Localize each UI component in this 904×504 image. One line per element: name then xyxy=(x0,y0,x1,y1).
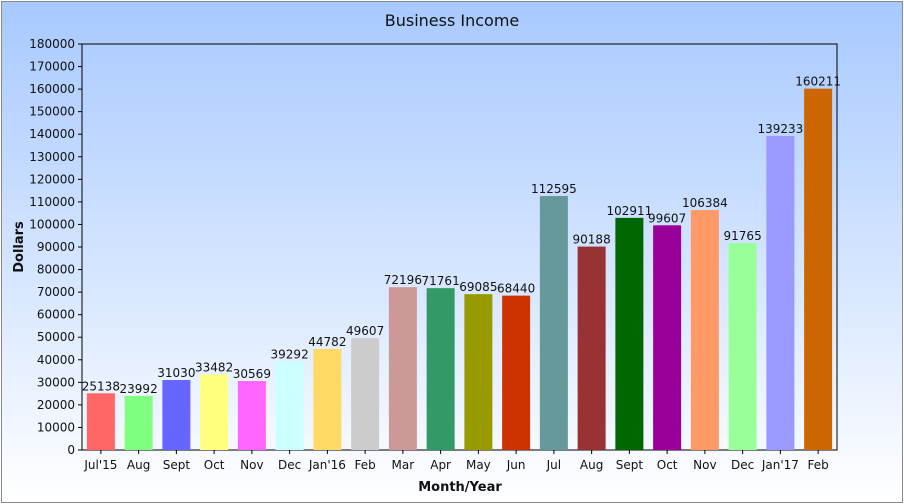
y-tick-label: 130000 xyxy=(29,150,75,164)
plot-area xyxy=(81,43,838,451)
bar xyxy=(464,294,493,450)
y-tick-label: 110000 xyxy=(29,195,75,209)
bar xyxy=(275,361,304,450)
x-tick-label: Dec xyxy=(731,458,754,472)
bar xyxy=(162,380,191,450)
x-tick-label: Jan'17 xyxy=(761,458,799,472)
data-label: 71761 xyxy=(422,274,460,288)
bar xyxy=(804,88,833,450)
y-tick-label: 10000 xyxy=(37,420,75,434)
bar xyxy=(766,135,795,450)
x-tick-label: Feb xyxy=(355,458,376,472)
data-label: 68440 xyxy=(497,282,535,296)
data-label: 39292 xyxy=(271,347,309,361)
data-label: 99607 xyxy=(648,211,686,225)
chart-title: Business Income xyxy=(385,11,520,30)
y-tick-label: 140000 xyxy=(29,127,75,141)
y-axis-label: Dollars xyxy=(12,221,27,273)
y-tick-label: 170000 xyxy=(29,60,75,74)
y-tick-label: 60000 xyxy=(37,308,75,322)
x-tick-label: May xyxy=(466,458,491,472)
x-tick-label: Aug xyxy=(580,458,603,472)
y-tick-label: 180000 xyxy=(29,37,75,51)
y-tick-label: 150000 xyxy=(29,105,75,119)
x-tick-label: Jun xyxy=(506,458,526,472)
x-tick-label: Sept xyxy=(616,458,644,472)
data-label: 25138 xyxy=(82,379,120,393)
data-label: 72196 xyxy=(384,273,422,287)
bar xyxy=(615,217,644,450)
bar xyxy=(124,395,153,450)
x-axis-label: Month/Year xyxy=(418,480,502,495)
data-label: 30569 xyxy=(233,367,271,381)
y-tick-label: 160000 xyxy=(29,82,75,96)
bar xyxy=(86,393,115,450)
y-tick-label: 70000 xyxy=(37,285,75,299)
x-tick-label: Apr xyxy=(430,458,451,472)
data-label: 33482 xyxy=(195,360,233,374)
y-tick-label: 0 xyxy=(67,443,75,457)
x-tick-label: Mar xyxy=(392,458,415,472)
data-label: 49607 xyxy=(346,324,384,338)
x-tick-label: Aug xyxy=(127,458,150,472)
y-tick-label: 90000 xyxy=(37,240,75,254)
data-label: 139233 xyxy=(757,122,803,136)
bar xyxy=(728,243,757,450)
data-label: 91765 xyxy=(724,229,762,243)
data-label: 23992 xyxy=(120,382,158,396)
y-tick-label: 120000 xyxy=(29,172,75,186)
data-label: 90188 xyxy=(573,233,611,247)
y-tick-label: 80000 xyxy=(37,263,75,277)
data-label: 160211 xyxy=(795,75,841,89)
x-tick-label: Nov xyxy=(693,458,716,472)
data-label: 31030 xyxy=(157,366,195,380)
x-tick-label: Oct xyxy=(657,458,678,472)
x-tick-label: Dec xyxy=(278,458,301,472)
data-label: 69085 xyxy=(459,280,497,294)
y-tick-label: 30000 xyxy=(37,375,75,389)
bar xyxy=(539,196,568,450)
bar xyxy=(502,295,531,450)
y-tick-label: 100000 xyxy=(29,217,75,231)
bar xyxy=(351,338,380,450)
bar xyxy=(313,348,342,450)
x-tick-label: Nov xyxy=(240,458,263,472)
bar xyxy=(388,287,417,450)
x-tick-label: Jul'15 xyxy=(83,458,117,472)
bar xyxy=(690,210,719,450)
bar xyxy=(653,225,682,450)
x-tick-label: Sept xyxy=(163,458,191,472)
data-label: 102911 xyxy=(606,204,652,218)
y-tick-label: 40000 xyxy=(37,353,75,367)
bar xyxy=(200,374,229,450)
x-tick-label: Jul xyxy=(546,458,561,472)
x-tick-label: Jan'16 xyxy=(308,458,346,472)
bar xyxy=(426,288,455,450)
y-tick-label: 50000 xyxy=(37,330,75,344)
data-label: 112595 xyxy=(531,182,577,196)
x-tick-label: Feb xyxy=(808,458,829,472)
y-tick-label: 20000 xyxy=(37,398,75,412)
x-tick-label: Oct xyxy=(204,458,225,472)
data-label: 44782 xyxy=(308,335,346,349)
bar xyxy=(237,381,266,450)
data-label: 106384 xyxy=(682,196,728,210)
bar xyxy=(577,246,606,450)
